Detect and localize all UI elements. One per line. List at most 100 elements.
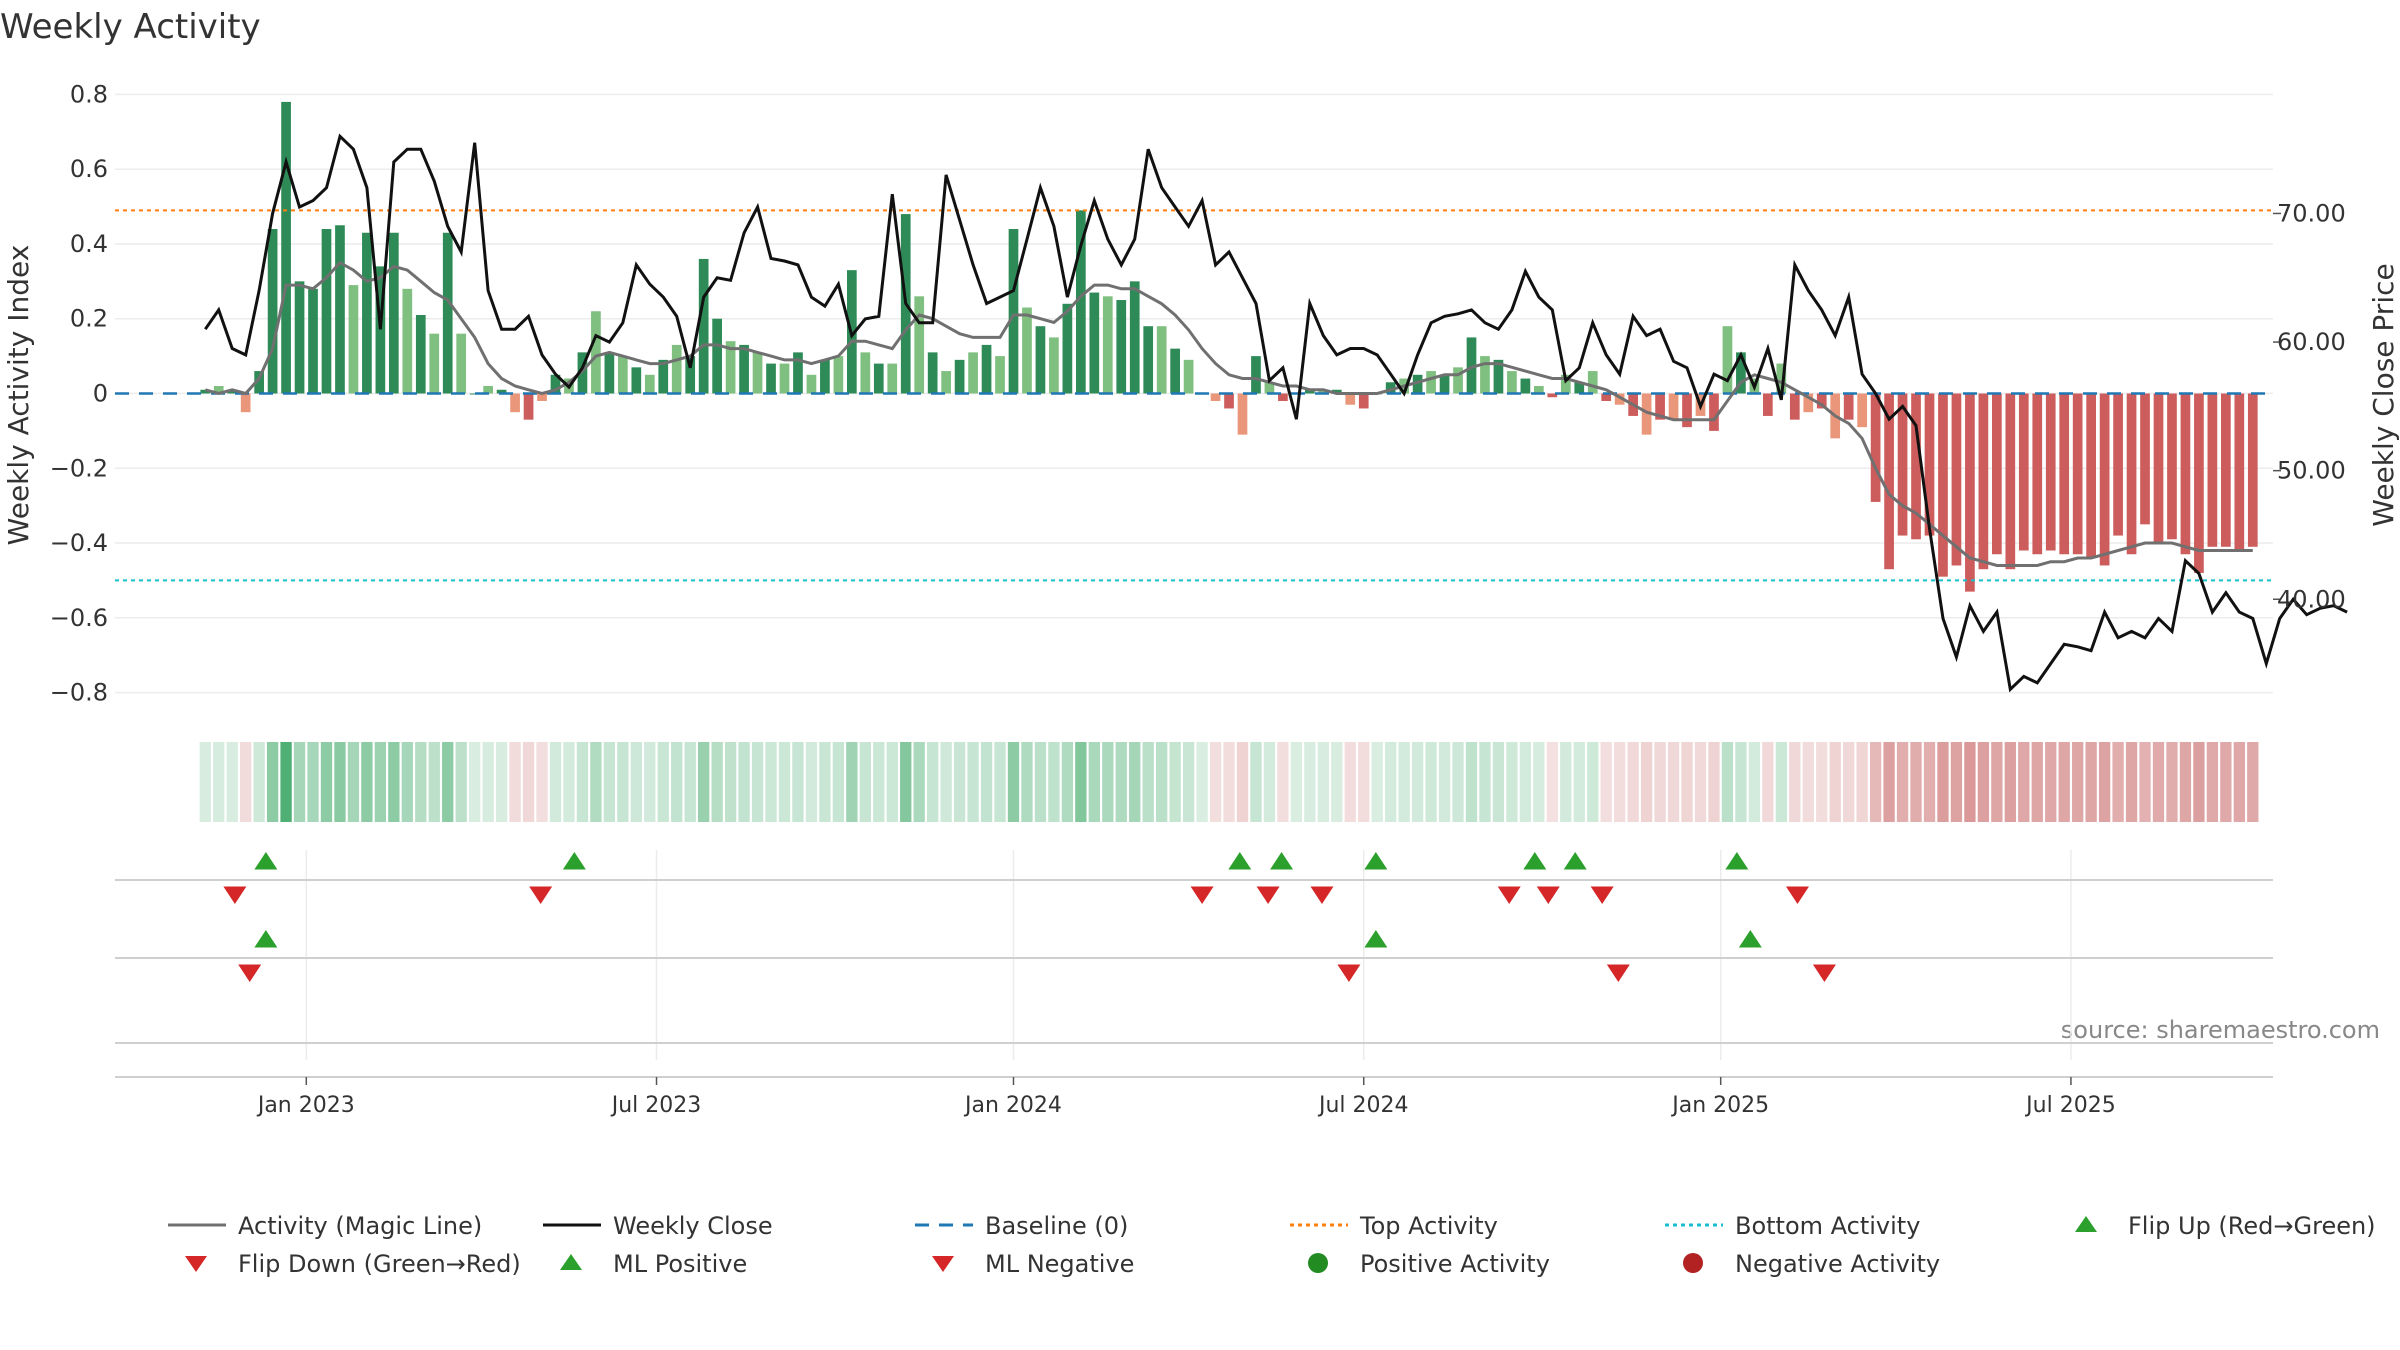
activity-bar xyxy=(806,374,817,394)
heat-cell xyxy=(1950,742,1963,822)
heat-cell xyxy=(1708,742,1720,822)
flip-down-marker xyxy=(1310,886,1334,904)
heat-cell xyxy=(2058,742,2070,822)
activity-bar xyxy=(550,374,561,394)
heat-cell xyxy=(1331,742,1343,822)
flip-up-marker xyxy=(1563,852,1587,870)
heat-cell xyxy=(2139,742,2151,822)
heat-cell xyxy=(738,742,750,822)
heat-cell xyxy=(1304,742,1316,822)
activity-bar xyxy=(1507,371,1517,394)
heat-cell xyxy=(2206,742,2219,822)
heat-cell xyxy=(1640,742,1653,822)
activity-bar xyxy=(1709,393,1719,431)
heat-cell xyxy=(927,742,939,822)
heat-cell xyxy=(832,742,845,822)
activity-bar xyxy=(1116,300,1127,394)
heat-cell xyxy=(2233,742,2245,822)
activity-bar xyxy=(1089,292,1100,394)
activity-bar xyxy=(685,356,696,394)
heat-cell xyxy=(226,742,238,822)
heat-cell xyxy=(1721,742,1734,822)
heat-cell xyxy=(1856,742,1868,822)
heat-cell xyxy=(671,742,683,822)
y-tick-label: −0.4 xyxy=(50,529,108,557)
heat-cell xyxy=(1506,742,1518,822)
flip-down-marker xyxy=(529,886,553,904)
heat-cell xyxy=(1317,742,1329,822)
flip-down-marker xyxy=(1256,886,1280,904)
activity-bar xyxy=(1426,371,1436,394)
heat-cell xyxy=(1061,742,1074,822)
activity-bar xyxy=(240,393,251,413)
ml-positive-marker xyxy=(1738,930,1762,948)
heat-cell xyxy=(522,742,535,822)
heat-cell xyxy=(751,742,764,822)
flip-down-marker xyxy=(223,886,247,904)
source-credit: source: sharemaestro.com xyxy=(2061,1016,2380,1044)
heat-cell xyxy=(1573,742,1585,822)
activity-bar xyxy=(2072,393,2083,555)
activity-bar xyxy=(456,333,467,394)
activity-bar xyxy=(1466,337,1477,394)
y-tick-label: −0.8 xyxy=(50,679,108,707)
activity-bar xyxy=(671,344,682,394)
heat-cell xyxy=(1048,742,1060,822)
activity-bar xyxy=(213,386,224,394)
activity-bar xyxy=(388,232,399,394)
legend-swatch xyxy=(560,1254,582,1270)
heat-cell xyxy=(900,742,912,822)
activity-bar xyxy=(496,389,507,394)
activity-bar xyxy=(1857,393,1867,428)
heat-cell xyxy=(1896,742,1909,822)
heat-cell xyxy=(1910,742,1922,822)
heat-cell xyxy=(1869,742,1882,822)
heat-cell xyxy=(334,742,346,822)
activity-bar xyxy=(1992,393,2002,555)
heat-cell xyxy=(2072,742,2084,822)
activity-bar xyxy=(725,341,736,394)
activity-bar xyxy=(698,258,709,394)
activity-bar xyxy=(2247,393,2258,547)
heat-cell xyxy=(603,742,616,822)
heat-cell xyxy=(1182,742,1195,822)
flip-down-marker xyxy=(1497,886,1521,904)
activity-bar xyxy=(1938,393,1948,577)
heat-cell xyxy=(320,742,333,822)
y-tick-label: 0.6 xyxy=(70,155,108,183)
legend-label: Bottom Activity xyxy=(1735,1212,1920,1240)
heat-cell xyxy=(805,742,818,822)
heat-cell xyxy=(778,742,791,822)
heat-cell xyxy=(1492,742,1505,822)
heat-cell xyxy=(1560,742,1572,822)
heat-cell xyxy=(2125,742,2138,822)
activity-bar xyxy=(2140,393,2150,525)
heat-cell xyxy=(1209,742,1222,822)
heat-cell xyxy=(2220,742,2232,822)
activity-bar xyxy=(2018,393,2029,551)
activity-bar xyxy=(1843,393,1854,420)
activity-bar xyxy=(752,352,763,394)
y-tick-label: 0.2 xyxy=(70,305,108,333)
heat-cell xyxy=(846,742,858,822)
legend: Activity (Magic Line) Weekly Close Baselin… xyxy=(168,1212,2376,1278)
heat-cell xyxy=(1789,742,1801,822)
heat-cell xyxy=(1075,742,1087,822)
heat-cell xyxy=(1735,742,1747,822)
magic-line xyxy=(204,260,2253,567)
activity-bar xyxy=(1641,393,1652,435)
legend-label: ML Positive xyxy=(613,1250,747,1278)
heat-cell xyxy=(1263,742,1276,822)
heat-cell xyxy=(2085,742,2097,822)
y-tick-label: −0.6 xyxy=(50,604,108,632)
heat-cell xyxy=(1694,742,1707,822)
activity-bar xyxy=(537,393,547,401)
heat-cell xyxy=(280,742,292,822)
activity-bar xyxy=(873,363,884,394)
heat-cell xyxy=(240,742,252,822)
legend-label: Weekly Close xyxy=(613,1212,773,1240)
heat-cell xyxy=(1223,742,1235,822)
heat-cell xyxy=(1344,742,1356,822)
heat-cell xyxy=(1587,742,1599,822)
activity-bar xyxy=(914,296,925,394)
